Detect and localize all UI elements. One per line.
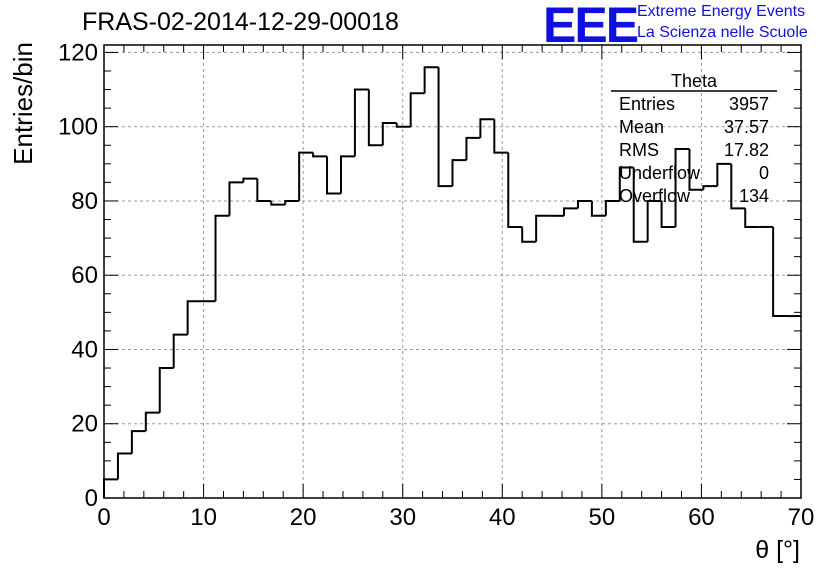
histogram-bin <box>535 214 551 242</box>
stats-label: RMS <box>619 140 659 160</box>
histogram-bin <box>312 152 328 158</box>
histogram-bin <box>563 207 578 216</box>
x-tick-label: 70 <box>788 504 815 531</box>
stats-value: 0 <box>759 163 769 183</box>
histogram-bin <box>158 367 174 413</box>
stats-value: 37.57 <box>724 117 769 137</box>
histogram-bin <box>381 121 397 146</box>
histogram-bin <box>744 208 760 228</box>
stats-value: 3957 <box>729 94 769 114</box>
histogram-bin <box>214 214 230 302</box>
logo-subtitle-2: La Scienza nelle Scuole <box>637 24 808 41</box>
histogram-bin <box>521 226 537 243</box>
stats-label: Entries <box>619 94 675 114</box>
histogram-bin <box>660 200 676 228</box>
histogram-bin <box>451 159 467 187</box>
eee-logo: EEE <box>543 0 639 53</box>
histogram-bin <box>604 199 620 216</box>
histogram-bin <box>772 226 788 318</box>
x-axis-label: θ [°] <box>755 536 800 564</box>
histogram-bin <box>730 163 746 210</box>
histogram-bin <box>186 300 202 335</box>
x-tick-label: 0 <box>97 504 110 531</box>
histogram-bin <box>702 185 718 190</box>
histogram-bin <box>284 199 300 205</box>
histogram-bin <box>103 478 118 498</box>
histogram-bin <box>423 66 439 94</box>
plot-frame <box>103 44 802 499</box>
y-tick-label: 80 <box>71 188 98 215</box>
y-axis-label: Entries/bin <box>8 42 38 165</box>
histogram-bin <box>716 162 732 187</box>
x-tick-label: 20 <box>290 504 317 531</box>
stats-label: Underflow <box>619 163 701 183</box>
histogram-bin <box>632 167 648 243</box>
histogram-bin <box>144 411 160 432</box>
histogram-bin <box>228 181 244 216</box>
histogram-bin <box>353 88 369 157</box>
histogram-bin <box>172 333 188 369</box>
x-tick-label: 50 <box>589 504 616 531</box>
histogram-bin <box>576 199 592 209</box>
histogram-bin <box>437 67 453 188</box>
histogram-bin <box>270 200 286 206</box>
y-tick-label: 20 <box>71 411 98 438</box>
x-tick-label: 40 <box>489 504 516 531</box>
x-tick-label: 30 <box>389 504 416 531</box>
histogram-bin <box>256 178 272 202</box>
y-tick-label: 120 <box>58 39 98 66</box>
chart-title: FRAS-02-2014-12-29-00018 <box>82 8 399 36</box>
y-tick-label: 60 <box>71 262 98 289</box>
stats-value: 17.82 <box>724 140 769 160</box>
histogram-bin <box>339 155 355 194</box>
histogram-bin <box>674 147 690 227</box>
histogram-bin <box>465 136 481 161</box>
logo-subtitle-1: Extreme Energy Events <box>637 3 806 20</box>
stats-title: Theta <box>671 71 718 91</box>
x-tick-label: 60 <box>688 504 715 531</box>
histogram-bin <box>688 148 704 191</box>
histogram-bin <box>479 118 495 138</box>
y-tick-label: 100 <box>58 114 98 141</box>
histogram-bin <box>590 200 606 217</box>
histogram-bin <box>409 92 425 127</box>
histogram-bin <box>116 452 132 480</box>
histogram-bin <box>395 122 411 128</box>
stats-value: 134 <box>739 186 769 206</box>
histogram-bin <box>507 152 523 228</box>
histogram-bin <box>242 177 258 183</box>
histogram-bin <box>618 166 634 201</box>
x-tick-label: 10 <box>190 504 217 531</box>
histogram-bin <box>130 430 146 454</box>
histogram-bin <box>367 89 383 147</box>
y-tick-label: 0 <box>85 485 98 512</box>
histogram-bin <box>326 156 341 195</box>
stats-label: Overflow <box>619 186 691 206</box>
histogram-bin <box>493 119 509 154</box>
y-tick-label: 40 <box>71 336 98 363</box>
histogram-bin <box>298 151 314 201</box>
histogram-bin <box>646 199 662 242</box>
stats-label: Mean <box>619 117 664 137</box>
